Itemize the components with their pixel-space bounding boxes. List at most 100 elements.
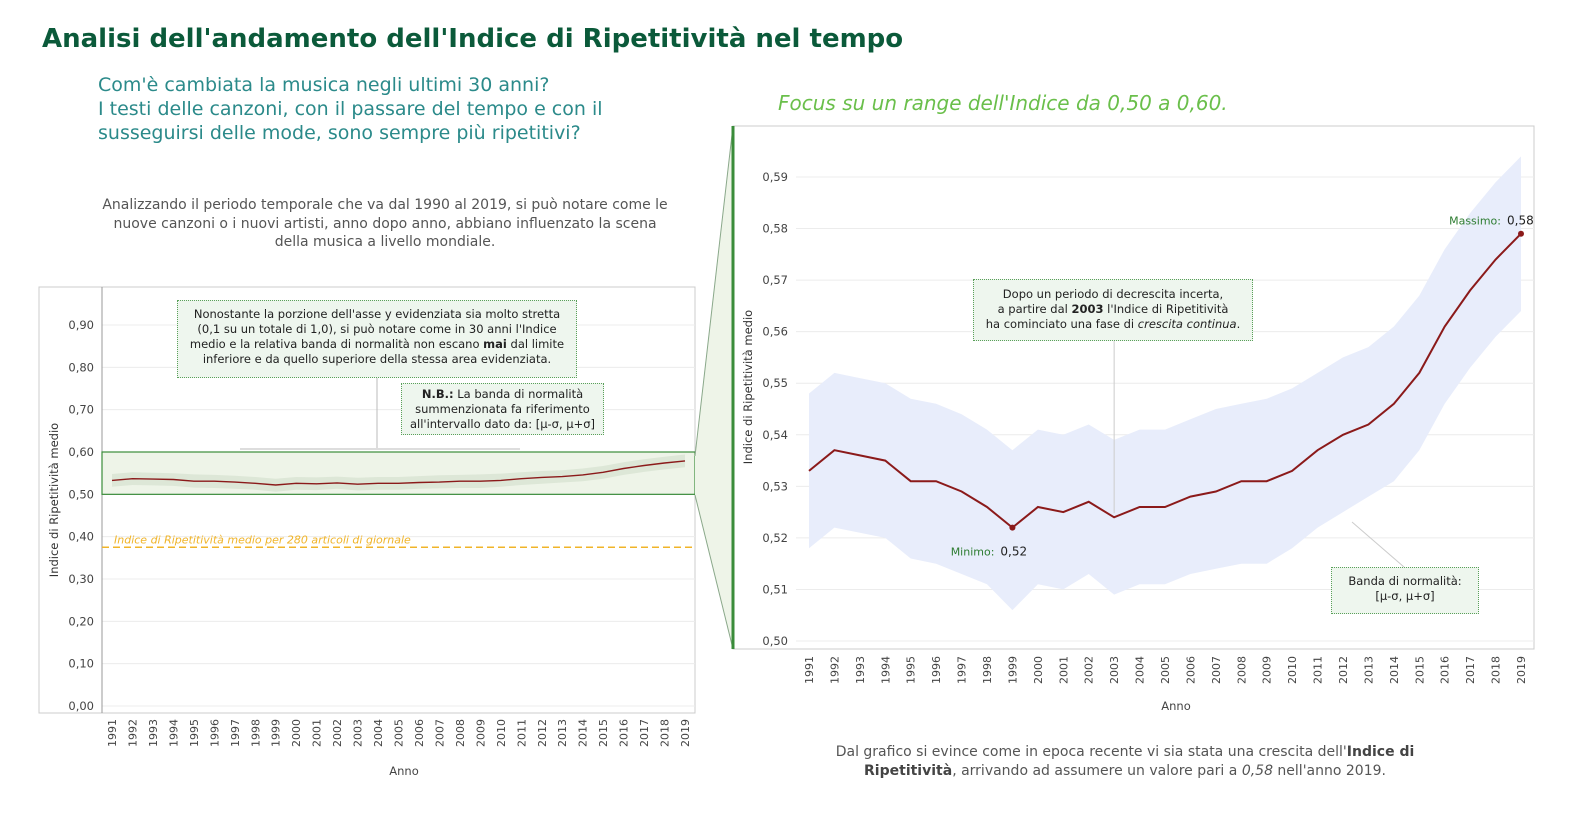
right-annotation-band: Banda di normalità: [μ-σ, μ+σ] [1331,567,1479,614]
right-x-tick-label: 2005 [1159,656,1172,684]
right-annotation-growth: Dopo un periodo di decrescita incerta, a … [973,279,1253,341]
right-x-tick-label: 2013 [1362,656,1375,684]
left-x-tick-label: 2006 [413,719,426,747]
question-line: Com'è cambiata la musica negli ultimi 30… [98,74,550,96]
right-x-tick-label: 2009 [1261,656,1274,684]
left-annotation-main: Nonostante la porzione dell'asse y evide… [177,300,577,378]
right-x-tick-label: 2008 [1235,656,1248,684]
annotation-line: (0,1 su un totale di 1,0), si può notare… [197,322,557,336]
left-x-tick-label: 2005 [393,719,406,747]
right-y-tick-label: 0,55 [762,376,788,390]
annotation-line: Dopo un periodo di decrescita incerta, [1002,287,1224,301]
right-max-value: 0,58 [1507,214,1534,228]
left-x-tick-label: 2014 [577,719,590,747]
left-x-tick-label: 2017 [638,719,651,747]
intro-question: Com'è cambiata la musica negli ultimi 30… [98,73,718,145]
conclusion-line-2: Ripetitività, arrivando ad assumere un v… [830,762,1420,781]
left-series-line [111,460,686,486]
right-x-tick-label: 2000 [1032,656,1045,684]
conclusion-text: , arrivando ad assumere un valore pari a [952,763,1242,779]
right-x-tick-label: 2015 [1413,656,1426,684]
intro-line: della musica a livello mondiale. [274,234,496,250]
right-x-tick-label: 2007 [1210,656,1223,684]
right-x-tick-label: 1996 [930,656,943,684]
annotation-line: Nonostante la porzione dell'asse y evide… [193,307,561,321]
left-x-axis-title: Anno [389,764,418,778]
left-y-tick-label: 0,00 [68,699,94,713]
conclusion-italic: 0,58 [1241,763,1273,779]
left-x-tick-label: 2019 [679,719,692,747]
left-y-tick-label: 0,70 [68,403,94,417]
right-band-connector [1351,521,1405,568]
right-min-label: Minimo: [951,546,995,559]
right-y-tick-label: 0,58 [762,222,788,236]
question-line: susseguirsi delle mode, sono sempre più … [98,122,581,144]
right-x-tick-label: 2017 [1464,656,1477,684]
left-x-tick-label: 1996 [208,719,221,747]
left-y-tick-label: 0,30 [68,572,94,586]
left-x-tick-label: 2016 [618,719,631,747]
left-x-tick-label: 2004 [372,719,385,747]
conclusion-text: Dal grafico si evince come in epoca rece… [835,744,1347,760]
zoom-connector-line [694,494,734,650]
conclusion-line-1: Dal grafico si evince come in epoca rece… [830,743,1420,762]
right-x-tick-label: 2019 [1515,656,1528,684]
right-min-point [1009,524,1016,531]
left-x-tick-label: 2009 [474,719,487,747]
left-x-tick-label: 2013 [556,719,569,747]
left-x-tick-label: 1993 [147,719,160,747]
left-x-tick-label: 2011 [515,719,528,747]
left-y-tick-label: 0,60 [68,445,94,459]
right-x-tick-label: 2016 [1439,656,1452,684]
left-x-tick-label: 1997 [229,719,242,747]
right-x-tick-label: 2006 [1184,656,1197,684]
right-y-tick-label: 0,59 [762,170,788,184]
right-series-line [808,232,1522,529]
right-x-axis-title: Anno [1161,699,1190,713]
annotation-line: medio e la relativa banda di normalità n… [189,337,565,351]
conclusion-text: nell'anno 2019. [1272,763,1386,779]
left-x-tick-label: 1999 [270,719,283,747]
right-normality-band [809,156,1521,611]
page-title: Analisi dell'andamento dell'Indice di Ri… [42,24,904,54]
right-x-tick-label: 2011 [1312,656,1325,684]
left-y-axis-title: Indice di Ripetitività medio [47,423,61,577]
annotation-line: ha cominciato una fase di crescita conti… [985,317,1241,331]
right-x-tick-label: 2002 [1083,656,1096,684]
right-y-tick-label: 0,51 [762,582,788,596]
left-x-tick-label: 2015 [597,719,610,747]
right-x-tick-label: 2012 [1337,656,1350,684]
right-x-tick-label: 1991 [803,656,816,684]
right-x-tick-label: 1994 [879,656,892,684]
intro-line: nuove canzoni o i nuovi artisti, anno do… [113,215,657,232]
annotation-line: [μ-σ, μ+σ] [1375,589,1435,603]
intro-paragraph: Analizzando il periodo temporale che va … [90,196,680,252]
annotation-line: summenzionata fa riferimento [415,402,590,416]
left-y-tick-label: 0,20 [68,614,94,628]
right-y-tick-label: 0,57 [762,273,788,287]
left-x-tick-label: 1991 [106,719,119,747]
right-max-point [1518,230,1524,237]
left-x-tick-label: 1992 [126,719,139,747]
annotation-line: Banda di normalità: [1348,574,1462,588]
right-y-tick-label: 0,56 [762,325,788,339]
left-x-tick-label: 2000 [290,719,303,747]
right-max-label: Massimo: [1449,215,1501,228]
annotation-line: all'intervallo dato da: [μ-σ, μ+σ] [409,417,596,431]
right-y-tick-label: 0,52 [762,531,788,545]
right-y-tick-label: 0,54 [762,428,788,442]
right-y-tick-label: 0,50 [762,634,788,648]
left-x-tick-label: 2008 [454,719,467,747]
right-x-tick-label: 2018 [1490,656,1503,684]
left-reference-label: Indice di Ripetitività medio per 280 art… [114,533,411,546]
right-x-tick-label: 1993 [854,656,867,684]
left-annotation-nb: N.B.: La banda di normalità summenzionata… [401,383,604,435]
left-x-tick-label: 2012 [536,719,549,747]
right-y-axis-title: Indice di Ripetitività medio [741,310,755,464]
left-x-tick-label: 2001 [311,719,324,747]
right-x-tick-label: 1995 [905,656,918,684]
left-x-tick-label: 2007 [433,719,446,747]
focus-title: Focus su un range dell'Indice da 0,50 a … [778,91,1228,115]
left-x-tick-label: 1994 [167,719,180,747]
